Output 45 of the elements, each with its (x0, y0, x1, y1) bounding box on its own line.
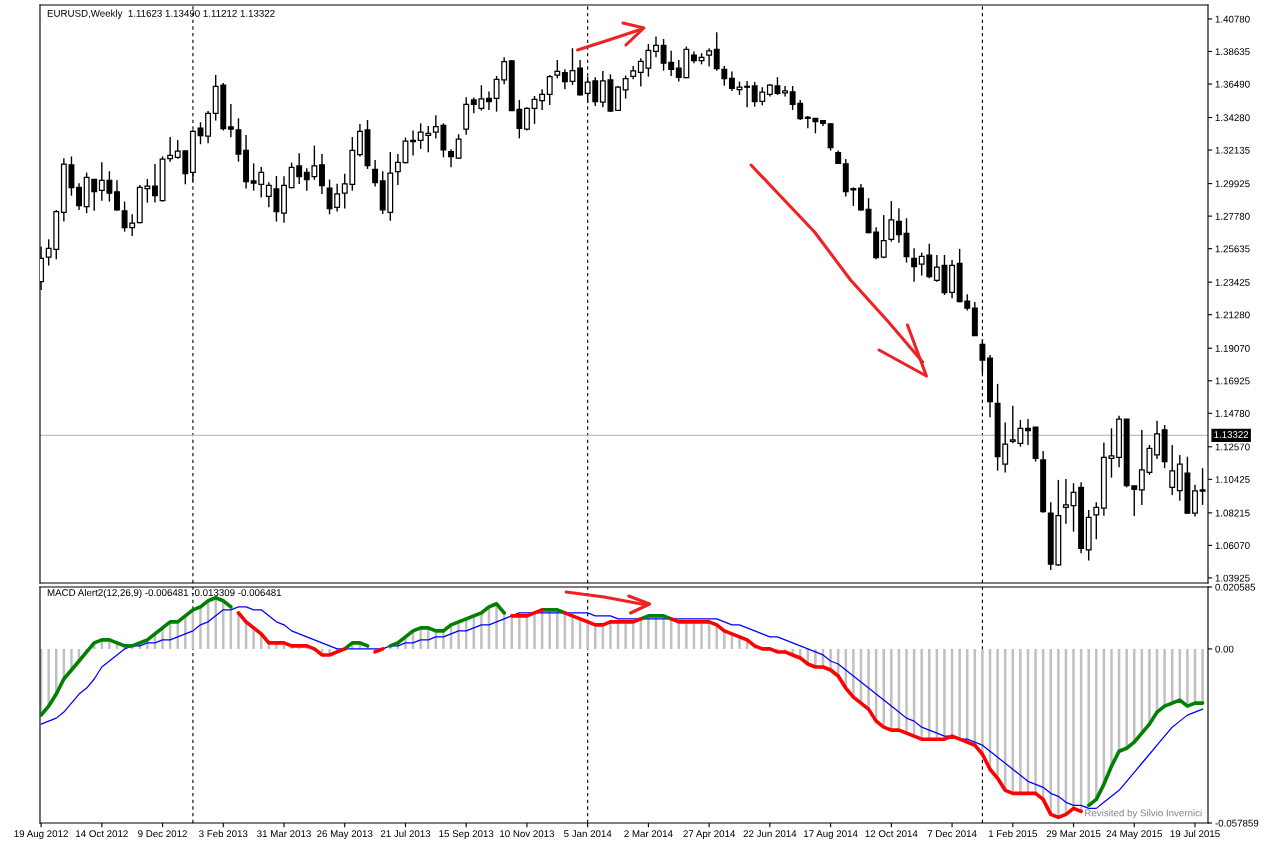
x-tick-label: 1 Feb 2015 (988, 829, 1037, 838)
x-tick-label: 7 Dec 2014 (927, 830, 977, 838)
chart-title: EURUSD,Weekly 1.11623 1.13490 1.11212 1.13322 (47, 9, 275, 19)
x-tick-label: 14 Oct 2012 (76, 830, 128, 838)
x-tick-label: 24 May 2015 (1106, 830, 1162, 840)
y-tick-label: 1.03925 (1215, 574, 1250, 582)
x-tick-label: 3 Feb 2013 (199, 829, 248, 838)
x-tick-label: 27 Apr 2014 (683, 830, 736, 840)
x-tick-label: 26 May 2013 (317, 830, 373, 840)
y-tick-label: 0.020585 (1215, 583, 1256, 591)
y-tick-label: 1.34280 (1215, 114, 1250, 122)
y-tick-label: 1.36490 (1215, 80, 1250, 88)
annotation: Revisited by Silvio Invernici (1085, 809, 1202, 819)
x-tick-label: 29 Mar 2015 (1046, 830, 1101, 838)
x-tick-label: 19 Jul 2015 (1170, 829, 1220, 838)
y-tick-label: 1.08215 (1215, 509, 1250, 517)
y-tick-label: 1.38635 (1215, 48, 1250, 56)
y-tick-label: 1.25635 (1215, 245, 1250, 253)
y-tick-label: 1.12570 (1215, 443, 1250, 451)
x-tick-label: 2 Mar 2014 (624, 830, 673, 838)
ref-line-label: 1.13322 (1214, 431, 1249, 439)
y-tick-label: 1.27780 (1215, 212, 1250, 220)
x-tick-label: 17 Aug 2014 (804, 830, 858, 840)
x-tick-label: 22 Jun 2014 (743, 830, 797, 838)
y-tick-label: 1.21280 (1215, 311, 1250, 319)
y-tick-label: 1.16925 (1215, 377, 1250, 385)
x-tick-label: 15 Sep 2013 (439, 830, 494, 840)
y-tick-label: 1.23425 (1215, 278, 1250, 286)
y-tick-label: 1.10425 (1215, 476, 1250, 483)
x-tick-label: 31 Mar 2013 (257, 830, 311, 838)
y-tick-label: 0.00 (1215, 645, 1234, 653)
x-tick-label: 12 Oct 2014 (865, 830, 918, 838)
y-tick-label: 1.06070 (1215, 542, 1250, 550)
y-tick-label: 1.19070 (1215, 344, 1250, 352)
y-tick-label: 1.32135 (1215, 146, 1250, 154)
y-tick-label: 1.40780 (1215, 15, 1250, 23)
chart-title: MACD Alert2(12,26,9) -0.006481 -0.013309 -0.006481 (47, 588, 282, 598)
x-tick-label: 19 Aug 2012 (14, 830, 68, 840)
x-tick-label: 9 Dec 2012 (138, 830, 187, 838)
x-tick-label: 21 Jul 2013 (380, 829, 431, 838)
y-tick-label: 1.29925 (1215, 180, 1250, 188)
y-tick-label: -0.057859 (1215, 819, 1259, 827)
y-tick-label: 1.14780 (1215, 410, 1250, 417)
x-tick-label: 10 Nov 2013 (500, 830, 555, 838)
x-tick-label: 5 Jan 2014 (564, 830, 612, 838)
